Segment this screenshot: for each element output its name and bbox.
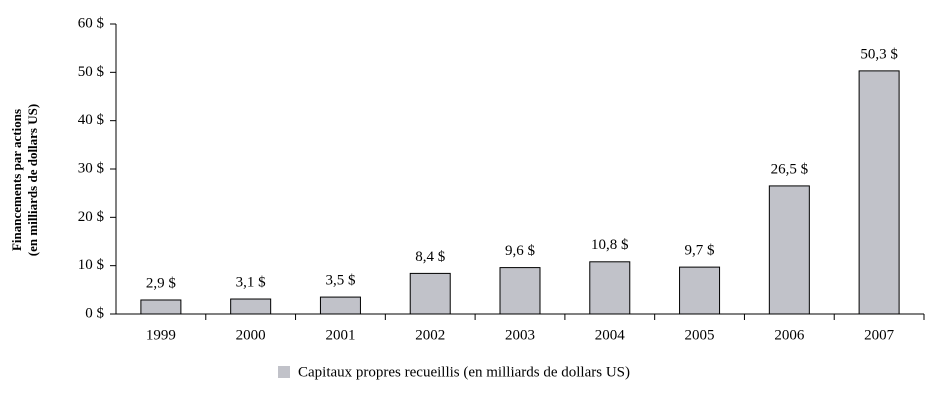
bar (319, 296, 361, 315)
data-label: 26,5 $ (771, 161, 809, 177)
y-axis-title: Financements par actions (9, 109, 24, 251)
y-tick-label: 20 $ (78, 209, 105, 225)
y-tick-label: 60 $ (78, 15, 105, 31)
bar (409, 272, 451, 315)
data-label: 3,1 $ (236, 274, 267, 290)
bar (140, 299, 182, 315)
legend-swatch (278, 366, 290, 378)
bar (230, 298, 272, 315)
bar (768, 185, 810, 315)
data-label: 10,8 $ (591, 237, 629, 253)
data-label: 9,6 $ (505, 243, 536, 259)
x-tick-label: 1999 (146, 327, 176, 343)
x-tick-label: 2005 (685, 327, 715, 343)
bar (858, 70, 900, 315)
data-label: 9,7 $ (685, 243, 716, 259)
bar (589, 261, 631, 315)
y-tick-label: 10 $ (78, 257, 105, 273)
x-tick-label: 2007 (864, 327, 895, 343)
bar (499, 267, 541, 315)
x-tick-label: 2001 (325, 327, 355, 343)
y-tick-label: 0 $ (85, 305, 104, 321)
x-tick-label: 2002 (415, 327, 445, 343)
legend-label: Capitaux propres recueillis (en milliard… (298, 364, 630, 380)
x-tick-label: 2006 (774, 327, 805, 343)
y-tick-label: 40 $ (78, 112, 105, 128)
data-label: 3,5 $ (325, 273, 356, 289)
data-label: 50,3 $ (860, 46, 898, 62)
y-tick-label: 30 $ (78, 160, 105, 176)
x-tick-label: 2003 (505, 327, 535, 343)
x-tick-label: 2004 (595, 327, 626, 343)
data-label: 2,9 $ (146, 275, 177, 291)
y-axis-title: (en milliards de dollars US) (25, 104, 40, 256)
data-label: 8,4 $ (415, 249, 446, 265)
x-tick-label: 2000 (236, 327, 266, 343)
bar (679, 266, 721, 315)
y-tick-label: 50 $ (78, 64, 105, 80)
